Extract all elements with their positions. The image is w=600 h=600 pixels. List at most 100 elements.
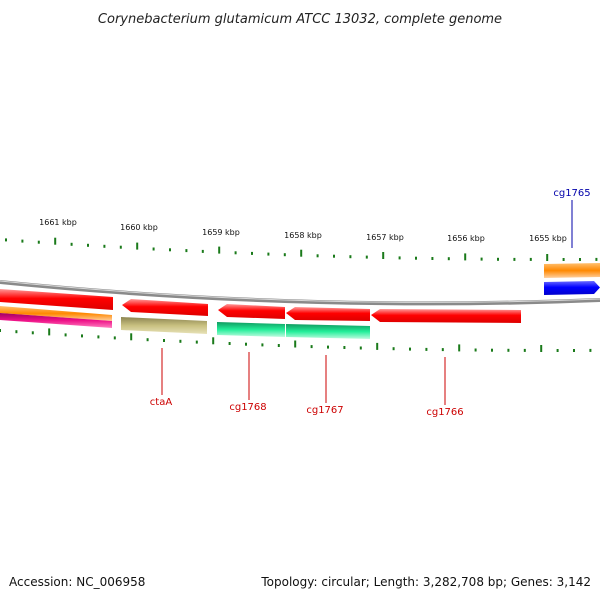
ruler-tick [447, 257, 450, 261]
ruler-tick [464, 253, 467, 261]
cg1766-feature[interactable] [371, 309, 521, 323]
ruler-tick [491, 348, 493, 352]
khaki-feature[interactable] [121, 317, 207, 334]
cg1767-feature[interactable] [286, 307, 370, 321]
green-feature-1[interactable] [217, 322, 285, 337]
ruler-tick [546, 254, 549, 261]
ruler-tick [15, 330, 18, 334]
ruler-tick [277, 344, 280, 347]
gene-label-cg1768[interactable]: cg1768 [229, 402, 266, 413]
ruler-tick [425, 347, 428, 351]
ruler-tick [97, 335, 100, 339]
ruler-tick [48, 328, 51, 336]
ruler-tick [37, 240, 40, 244]
ruler-tick [398, 256, 401, 260]
ruler-tick [179, 339, 182, 343]
ruler-tick [529, 257, 532, 261]
ruler-tick [365, 255, 368, 259]
ruler-tick [333, 254, 335, 258]
ruler-tick [382, 252, 385, 259]
ruler-tick [169, 248, 171, 252]
ruler-tick [0, 329, 1, 332]
ruler-tick [218, 246, 221, 254]
ruler-tick [507, 348, 510, 352]
ruler-tick [497, 257, 499, 261]
ruler-label-1656: 1656 kbp [447, 234, 485, 243]
magenta-feature-left[interactable] [0, 313, 112, 328]
ruler-tick [267, 252, 270, 256]
ruler-tick [261, 343, 264, 347]
ruler-tick [595, 257, 598, 261]
ruler-tick [54, 237, 57, 245]
ruler-label-1660: 1660 kbp [120, 223, 158, 232]
ruler-tick [195, 340, 198, 344]
ruler-tick [212, 337, 215, 345]
ruler-tick [70, 242, 73, 246]
ruler-tick [513, 257, 516, 261]
ruler-tick [119, 245, 122, 249]
ruler-tick [146, 338, 149, 342]
ruler-tick [349, 255, 352, 259]
ruler-tick [113, 336, 116, 340]
ruler-tick [343, 346, 346, 349]
ruler-ticks-top [5, 237, 598, 261]
ruler-tick [409, 347, 411, 351]
ruler-tick [64, 333, 67, 337]
map-title: Corynebacterium glutamicum ATCC 13032, c… [98, 12, 502, 27]
ruler-tick [441, 348, 444, 352]
orange-feature-left[interactable] [0, 306, 112, 321]
ruler-tick [376, 342, 379, 350]
ruler-tick [523, 348, 526, 352]
ruler-tick [300, 249, 303, 257]
gene-label-ctaA[interactable]: ctaA [150, 397, 173, 408]
ruler-tick [81, 334, 83, 338]
ruler-label-1658: 1658 kbp [284, 231, 322, 240]
ruler-tick [31, 331, 34, 335]
ruler-tick [474, 348, 477, 352]
genome-backbone [0, 280, 600, 306]
ctaA-feature[interactable] [122, 299, 208, 316]
ruler-tick [573, 349, 575, 352]
ruler-tick [21, 239, 24, 243]
accession-text: Accession: NC_006958 [9, 575, 145, 589]
ruler-tick [556, 349, 559, 352]
ruler-tick [294, 340, 297, 348]
ruler-tick [562, 258, 565, 261]
ruler-label-1655: 1655 kbp [529, 234, 567, 243]
ruler-tick [327, 345, 329, 349]
cds-left-partial[interactable] [0, 289, 113, 310]
cg1768-feature[interactable] [218, 304, 285, 319]
ruler-tick [392, 347, 395, 351]
ruler-tick [201, 249, 204, 253]
ruler-tick [185, 249, 188, 253]
ruler-tick [130, 333, 133, 341]
ruler-tick [589, 348, 592, 352]
cg1765-feature[interactable] [544, 281, 600, 295]
ruler-tick [103, 244, 106, 248]
ruler-tick [152, 247, 155, 251]
ruler-label-1659: 1659 kbp [202, 228, 240, 237]
ruler-tick [163, 339, 165, 342]
genome-backbone-highlight [0, 280, 600, 303]
ruler-tick [310, 345, 313, 349]
ruler-tick [458, 344, 461, 352]
ruler-tick [87, 243, 89, 247]
ruler-ticks-bottom [0, 328, 592, 352]
gene-label-cg1767[interactable]: cg1767 [306, 405, 343, 416]
ruler-tick [480, 257, 483, 261]
ruler-tick [540, 345, 543, 352]
ruler-tick [5, 238, 7, 242]
orange-feature-forward[interactable] [544, 263, 600, 278]
gene-label-cg1766[interactable]: cg1766 [426, 407, 463, 418]
ruler-tick [228, 342, 231, 345]
green-feature-2[interactable] [286, 324, 370, 339]
ruler-tick [415, 256, 417, 260]
ruler-tick [234, 251, 237, 255]
ruler-tick [359, 346, 362, 350]
ruler-labels: 1661 kbp 1660 kbp 1659 kbp 1658 kbp 1657… [39, 218, 567, 243]
ruler-tick [283, 253, 286, 257]
ruler-tick [251, 251, 253, 255]
gene-label-cg1765[interactable]: cg1765 [553, 188, 590, 199]
ruler-tick [431, 257, 434, 260]
